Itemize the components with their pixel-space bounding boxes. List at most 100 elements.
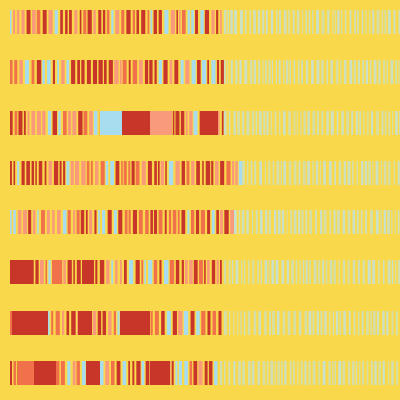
faint-stripe (224, 260, 227, 284)
faint-stripe (296, 111, 299, 135)
faint-stripe (381, 10, 384, 34)
faint-stripe (293, 311, 297, 335)
faint-stripe (383, 210, 387, 234)
faint-stripe (259, 210, 263, 234)
stripe (66, 60, 70, 84)
faint-stripe (320, 311, 323, 335)
stripe (163, 60, 168, 84)
stripe (115, 161, 120, 185)
faint-stripe (274, 361, 276, 385)
stripe (12, 10, 16, 34)
stripe (31, 111, 36, 135)
faint-stripe (370, 311, 372, 335)
faint-stripe (293, 161, 297, 185)
faint-stripe (244, 10, 247, 34)
faint-stripe (297, 60, 300, 84)
faint-stripe (291, 260, 294, 284)
faint-stripe (258, 111, 262, 135)
faint-stripe (371, 361, 373, 385)
stripe (111, 361, 115, 385)
stripe (66, 161, 70, 185)
stripe (196, 311, 200, 335)
faint-stripe (328, 361, 331, 385)
faint-stripe (386, 311, 389, 335)
faint-stripe (299, 260, 302, 284)
faint-stripe (372, 10, 375, 34)
stripe (87, 10, 92, 34)
stripe (119, 260, 122, 284)
faint-stripe (397, 161, 400, 185)
stripe (108, 60, 113, 84)
stripe (185, 111, 188, 135)
faint-stripe (368, 161, 371, 185)
stripe (164, 210, 167, 234)
faint-stripe (323, 161, 327, 185)
faint-stripe (266, 361, 269, 385)
stripe (207, 60, 209, 84)
faint-stripe (229, 311, 231, 335)
faint-stripe (366, 361, 369, 385)
faint-stripe (362, 260, 366, 284)
stripe (191, 161, 195, 185)
faint-stripe (240, 260, 243, 284)
faint-stripe (378, 60, 381, 84)
stripe (28, 210, 32, 234)
faint-stripe (312, 161, 314, 185)
stripe (32, 210, 36, 234)
faint-stripe (257, 10, 261, 34)
faint-stripe (357, 60, 360, 84)
stripe (100, 161, 105, 185)
stripe (220, 60, 224, 84)
stripe (121, 161, 123, 185)
stripe (191, 60, 196, 84)
faint-stripe (233, 361, 236, 385)
faint-stripe (362, 60, 364, 84)
faint-stripe (268, 260, 270, 284)
faint-stripe (373, 311, 376, 335)
stripe (232, 161, 235, 185)
stripe (200, 10, 204, 34)
stripe (27, 111, 30, 135)
faint-stripe (227, 60, 229, 84)
faint-stripe (398, 60, 400, 84)
stripe (175, 161, 180, 185)
faint-stripe (224, 311, 227, 335)
stripe (220, 10, 222, 34)
faint-stripe (373, 60, 377, 84)
faint-stripe (363, 111, 365, 135)
faint-stripe (351, 111, 354, 135)
faint-stripe (289, 361, 292, 385)
faint-stripe (319, 210, 323, 234)
stripe (58, 111, 61, 135)
faint-stripe (357, 10, 359, 34)
stripe (44, 161, 47, 185)
faint-stripe (352, 210, 356, 234)
stripe (132, 60, 138, 84)
stripe (116, 361, 121, 385)
faint-stripe (334, 161, 337, 185)
stripe (119, 60, 122, 84)
faint-stripe (339, 311, 342, 335)
stripe (74, 10, 78, 34)
faint-stripe (253, 311, 257, 335)
faint-stripe (248, 260, 250, 284)
faint-stripe (382, 361, 385, 385)
stripe (23, 111, 26, 135)
stripe (68, 111, 72, 135)
faint-stripe (293, 60, 296, 84)
faint-stripe (302, 260, 305, 284)
faint-stripe (378, 260, 380, 284)
faint-stripe (268, 60, 271, 84)
faint-stripe (321, 260, 325, 284)
faint-stripe (254, 161, 257, 185)
faint-stripe (234, 10, 237, 34)
faint-stripe (224, 111, 227, 135)
stripe (111, 10, 114, 34)
stripe (138, 60, 143, 84)
stripe (198, 361, 203, 385)
stripe-block (122, 111, 150, 135)
stripe (78, 111, 83, 135)
faint-stripe (387, 260, 391, 284)
faint-stripe (283, 10, 287, 34)
stripe (36, 10, 41, 34)
